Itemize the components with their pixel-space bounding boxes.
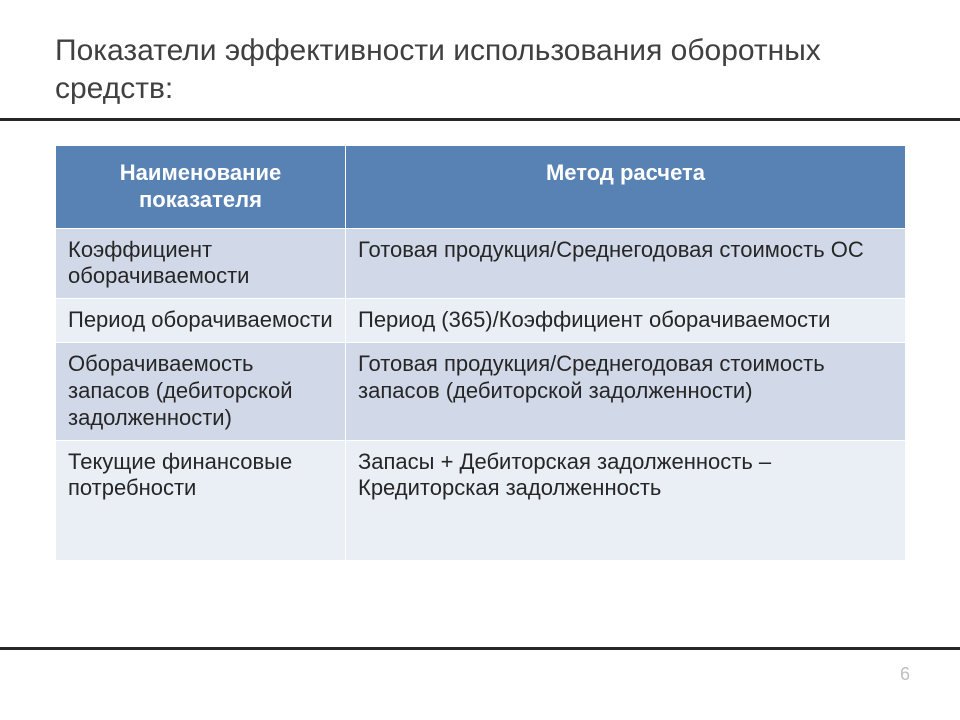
divider-bottom <box>0 647 960 650</box>
table-cell: Запасы + Дебиторская задолженность – Кре… <box>346 440 906 561</box>
table-cell: Период оборачиваемости <box>56 299 346 343</box>
table-row: Оборачиваемость запасов (дебиторской зад… <box>56 343 906 440</box>
table-cell: Период (365)/Коэффициент оборачиваемости <box>346 299 906 343</box>
table-header-row: Наименование показателя Метод расчета <box>56 146 906 229</box>
table-row: Текущие финансовые потребности Запасы + … <box>56 440 906 561</box>
divider-top <box>0 118 960 121</box>
table-header-cell: Метод расчета <box>346 146 906 229</box>
slide-title: Показатели эффективности использования о… <box>55 32 905 107</box>
table-row: Коэффициент оборачиваемости Готовая прод… <box>56 228 906 299</box>
indicators-table: Наименование показателя Метод расчета Ко… <box>55 145 906 561</box>
table-header-cell: Наименование показателя <box>56 146 346 229</box>
table-cell: Текущие финансовые потребности <box>56 440 346 561</box>
page-number: 6 <box>900 664 910 685</box>
table-row: Период оборачиваемости Период (365)/Коэф… <box>56 299 906 343</box>
table-cell: Оборачиваемость запасов (дебиторской зад… <box>56 343 346 440</box>
table-cell: Коэффициент оборачиваемости <box>56 228 346 299</box>
table-cell: Готовая продукция/Среднегодовая стоимост… <box>346 343 906 440</box>
table-cell: Готовая продукция/Среднегодовая стоимост… <box>346 228 906 299</box>
slide: Показатели эффективности использования о… <box>0 0 960 720</box>
